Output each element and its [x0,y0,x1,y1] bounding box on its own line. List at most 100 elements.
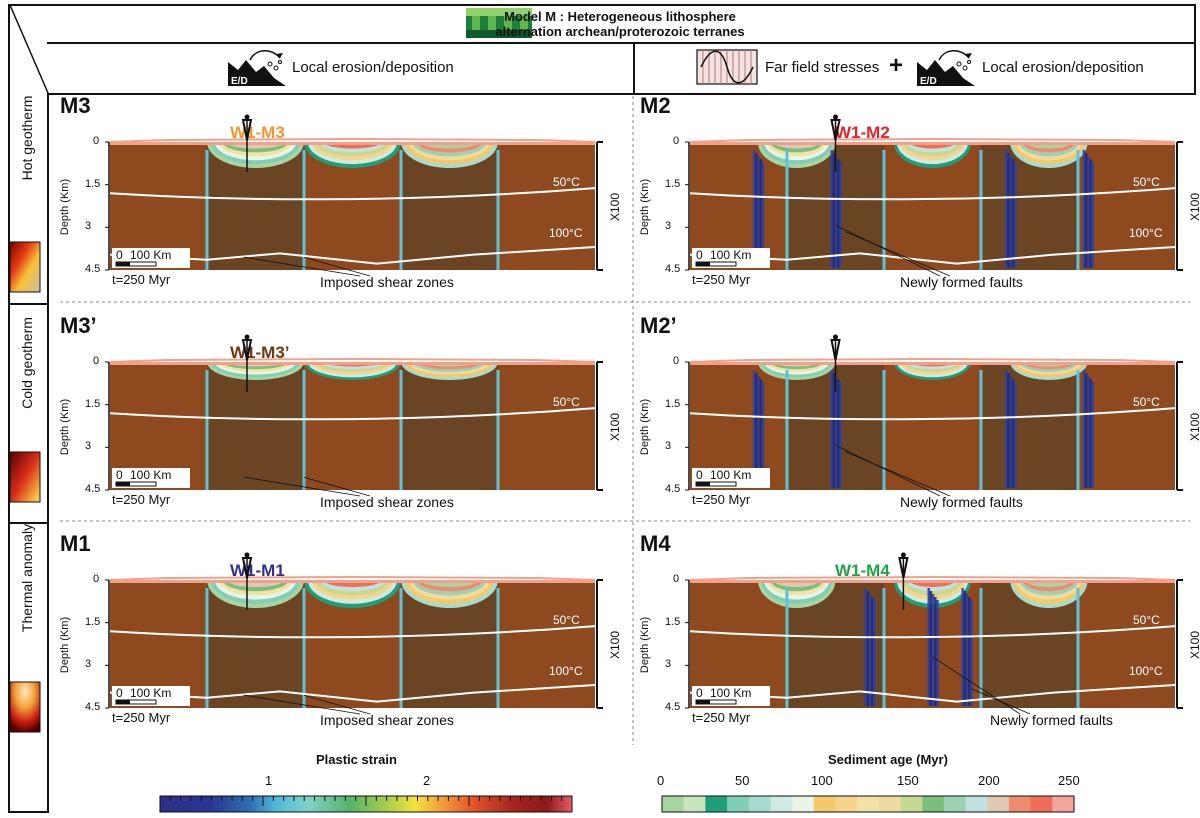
frame-subheader-bottom [47,93,1196,95]
header-title-line2: alternation archean/proterozoic terranes [495,24,745,39]
panel-m4: M4 W1-M4 0 100 Km t=250 Myr Newly formed faul… [635,531,1200,743]
fault-strand [864,588,867,706]
plastic-strain-colorbar [159,795,573,813]
column-right-label-a: Far field stresses [765,59,880,76]
fault-strand [837,379,840,488]
fault-strand [936,600,939,706]
fault-strand [1087,156,1090,268]
surface-topography [689,137,1176,143]
scale-bar-fill [116,700,130,704]
depth-tick-3: 4.5 [85,483,101,495]
shear-zone [882,370,886,490]
depth-tick-3: 4.5 [85,263,101,275]
shear-zone [205,370,209,490]
structure-annotation: Newly formed faults [900,494,1023,510]
time-label: t=250 Myr [112,272,171,287]
surface-topography [109,575,596,581]
row-label-thermal: Thermal anomaly [19,523,35,633]
isotherm-50-label: 50°C [1133,395,1160,410]
fault-strand [761,382,765,488]
far-field-stress-icon [696,49,758,85]
fault-strand [1084,373,1088,488]
surface-layer [690,362,1175,365]
frame-bottom-header [47,42,1196,44]
panel-model-id: M3’ [60,313,97,338]
fault-strand [830,370,833,488]
isotherm-100 [109,683,596,703]
shear-zone [1076,588,1080,708]
depth-axis-title: Depth (Km) [59,616,72,674]
fault-strand [755,373,758,488]
fault-strand [961,588,964,706]
sediment-age-swatch [965,796,988,812]
vertical-exaggeration-label: X100 [1188,192,1200,222]
depth-tick-1: 1.5 [665,397,681,410]
erosion-deposition-icon-right: E/D [917,50,975,87]
scale-bar-fill [696,700,710,704]
fault-strand [1009,376,1012,488]
sediment-age-tick-50: 50 [735,773,750,788]
geotherm-swatch-hot [9,241,41,293]
fault-strand [1087,376,1090,488]
sediment-age-title: Sediment age (Myr) [828,752,948,767]
panel-model-id: M2’ [640,313,677,338]
depth-tick-3: 4.5 [665,483,681,495]
annotation-arrows [835,444,951,497]
time-label: t=250 Myr [112,710,171,725]
fault-strand [965,594,969,706]
shear-zone [1076,150,1080,270]
shear-zone [882,588,886,708]
row-label-hot: Hot geotherm [19,95,35,181]
row-divider-2 [8,522,48,524]
sediment-age-swatch [943,796,967,812]
scale-bar-zero: 0 [116,468,123,482]
depth-tick-2: 3 [665,440,672,453]
vertical-exaggeration-label: X100 [608,192,623,222]
panel-m2-prime: M2’ 0 100 Km t=250 Myr Newly formed faults De… [635,313,1200,525]
scale-bar-fill [116,482,130,486]
ed-icon-text-right: E/D [920,76,937,87]
sediment-age-swatch [857,796,880,812]
geotherm-swatch-cold [9,451,41,503]
scale-bar-box [692,686,770,706]
shear-zone [399,588,403,708]
depth-axis-title: Depth (Km) [639,616,652,674]
sediment-age-tick-250: 250 [1058,773,1080,788]
cross-section [685,114,1183,271]
crust-background [110,362,595,490]
shear-zone [785,370,789,490]
scale-bar-zero: 0 [696,686,703,700]
frame-left [8,4,10,812]
fault-strand [759,159,762,268]
shear-zone [1076,370,1080,490]
fault-strand [934,597,937,706]
shear-zone [205,150,209,270]
sediment-age-swatch [1008,796,1032,812]
isotherm-50 [109,187,596,201]
cross-section [105,114,603,271]
scale-bar-label: 100 Km [710,686,752,700]
depth-tick-2: 3 [85,220,92,233]
sediment-age-swatch [1052,796,1075,812]
shear-zone [496,370,500,490]
depth-tick-3: 4.5 [85,701,101,713]
fault-strand [1013,382,1017,488]
panel-m1: M1 W1-M1 0 100 Km t=250 Myr Imposed shear zon… [55,531,622,743]
erosion-deposition-icon: E/D [228,50,286,87]
isotherm-50-label: 50°C [1133,613,1160,628]
scale-bar-box [692,468,770,488]
depth-axis-title: Depth (Km) [59,178,72,236]
scale-bar [695,481,737,487]
scale-bar-box [692,248,770,268]
time-label: t=250 Myr [692,492,751,507]
fault-strand [752,370,756,488]
depth-tick-0: 0 [93,355,100,367]
sediment-age-tick-0: 0 [657,773,665,788]
fault-strand [761,162,765,268]
fault-strand [931,594,935,706]
surface-layer [110,580,595,583]
shear-zone [496,588,500,708]
frame-right [1194,4,1196,94]
panel-m2: M2 W1-M2 0 100 Km t=250 Myr Newly formed faul… [635,93,1200,305]
depth-tick-0: 0 [673,355,680,367]
